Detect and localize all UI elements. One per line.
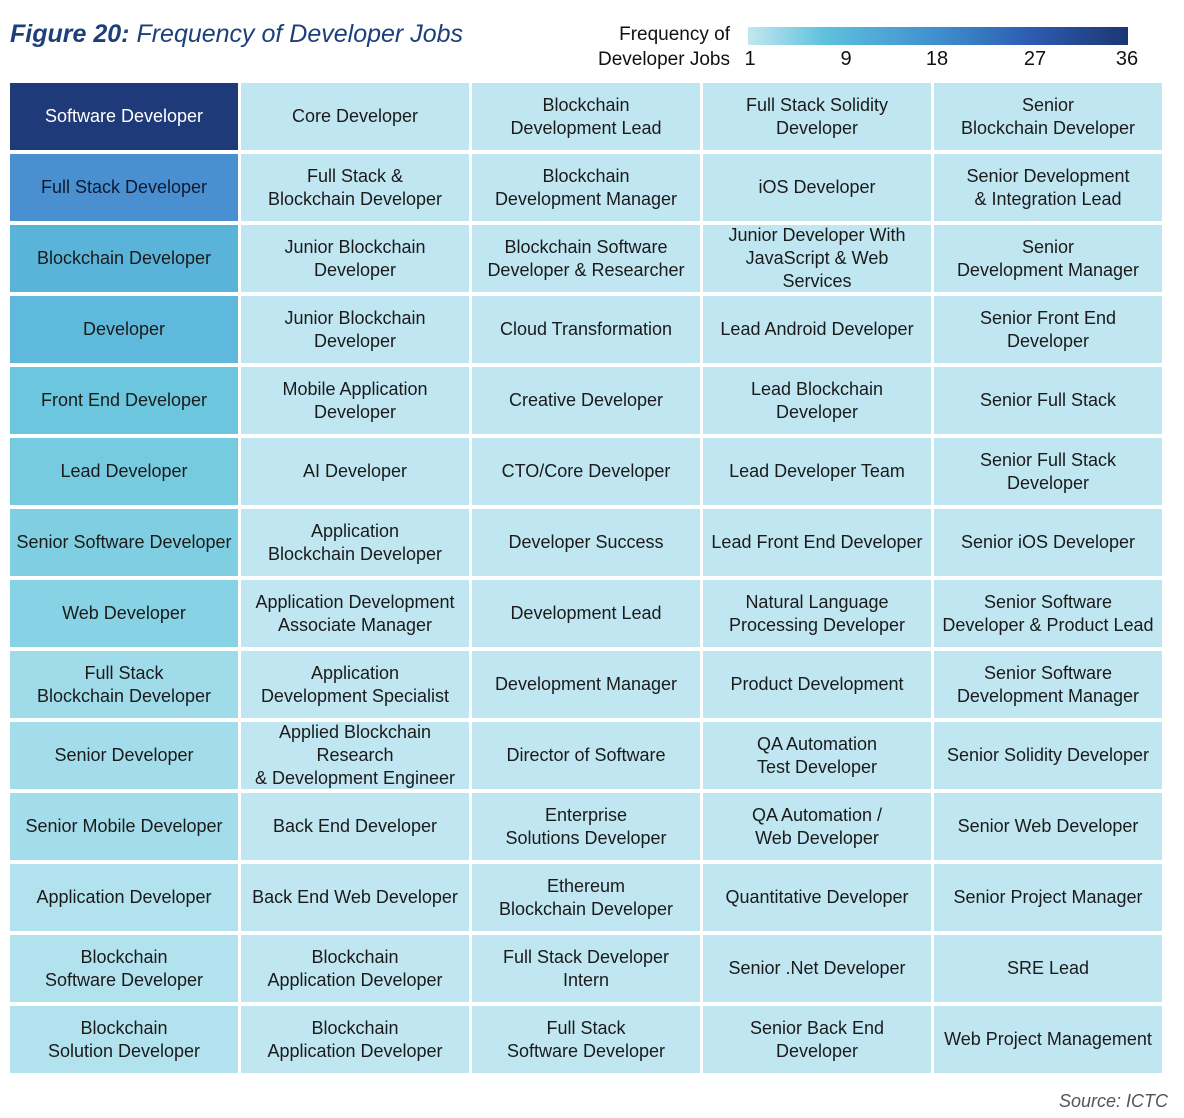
heatmap-cell: Blockchain Software Developer & Research… xyxy=(472,225,700,292)
heatmap-cell: Application Development Associate Manage… xyxy=(241,580,469,647)
heatmap-cell: Mobile Application Developer xyxy=(241,367,469,434)
heatmap-cell: Senior Software Development Manager xyxy=(934,651,1162,718)
heatmap-cell: SRE Lead xyxy=(934,935,1162,1002)
legend-title: Frequency of Developer Jobs xyxy=(597,24,730,70)
heatmap-cell: Senior Full Stack Developer xyxy=(934,438,1162,505)
heatmap-cell: Lead Developer Team xyxy=(703,438,931,505)
heatmap-cell: Front End Developer xyxy=(10,367,238,434)
job-title-heatmap: Software Developer Full Stack Developer Bl… xyxy=(10,83,1170,1078)
heatmap-cell: Blockchain Development Manager xyxy=(472,154,700,221)
heatmap-cell: Senior Mobile Developer xyxy=(10,793,238,860)
heatmap-cell: CTO/Core Developer xyxy=(472,438,700,505)
heatmap-cell: Developer Success xyxy=(472,509,700,576)
heatmap-cell: Lead Developer xyxy=(10,438,238,505)
heatmap-cell: Core Developer xyxy=(241,83,469,150)
heatmap-cell: iOS Developer xyxy=(703,154,931,221)
figure-title-text: Frequency of Developer Jobs xyxy=(136,20,463,48)
figure-label: Figure 20: xyxy=(10,20,130,48)
heatmap-cell: QA Automation / Web Developer xyxy=(703,793,931,860)
heatmap-cell: Web Developer xyxy=(10,580,238,647)
heatmap-cell: Back End Web Developer xyxy=(241,864,469,931)
heatmap-cell: Quantitative Developer xyxy=(703,864,931,931)
source-note: Source: ICTC xyxy=(1058,1091,1168,1111)
heatmap-cell: Blockchain Application Developer xyxy=(241,1006,469,1073)
heatmap-cell: Full Stack Blockchain Developer xyxy=(10,651,238,718)
heatmap-cell: Senior Software Developer xyxy=(10,509,238,576)
heatmap-cell: Lead Android Developer xyxy=(703,296,931,363)
heatmap-cell: Senior Blockchain Developer xyxy=(934,83,1162,150)
heatmap-cell: Blockchain Developer xyxy=(10,225,238,292)
legend-tick-27: 27 xyxy=(1023,48,1047,70)
heatmap-cell: Senior Software Developer & Product Lead xyxy=(934,580,1162,647)
heatmap-cell: Senior Back End Developer xyxy=(703,1006,931,1073)
heatmap-cell: Full Stack Solidity Developer xyxy=(703,83,931,150)
heatmap-cell: Product Development xyxy=(703,651,931,718)
heatmap-cell: Application Blockchain Developer xyxy=(241,509,469,576)
heatmap-cell: Senior Front End Developer xyxy=(934,296,1162,363)
heatmap-cell: Junior Developer With JavaScript & Web S… xyxy=(703,225,931,292)
heatmap-cell: Junior Blockchain Developer xyxy=(241,225,469,292)
legend-tick-1: 1 xyxy=(744,48,756,70)
heatmap-cell: Cloud Transformation xyxy=(472,296,700,363)
heatmap-cell: Senior Solidity Developer xyxy=(934,722,1162,789)
heatmap-cell: QA Automation Test Developer xyxy=(703,722,931,789)
heatmap-cell: Lead Front End Developer xyxy=(703,509,931,576)
heatmap-cell: AI Developer xyxy=(241,438,469,505)
heatmap-cell: Blockchain Application Developer xyxy=(241,935,469,1002)
heatmap-cell: Blockchain Solution Developer xyxy=(10,1006,238,1073)
heatmap-cell: Senior Development Manager xyxy=(934,225,1162,292)
heatmap-cell: Senior Web Developer xyxy=(934,793,1162,860)
heatmap-cell: Developer xyxy=(10,296,238,363)
heatmap-cell: Natural Language Processing Developer xyxy=(703,580,931,647)
heatmap-cell: Enterprise Solutions Developer xyxy=(472,793,700,860)
heatmap-cell: Director of Software xyxy=(472,722,700,789)
heatmap-cell: Software Developer xyxy=(10,83,238,150)
heatmap-cell: Application Developer xyxy=(10,864,238,931)
heatmap-cell: Senior Developer xyxy=(10,722,238,789)
heatmap-cell: Development Manager xyxy=(472,651,700,718)
heatmap-cell: Senior iOS Developer xyxy=(934,509,1162,576)
heatmap-cell: Full Stack Developer xyxy=(10,154,238,221)
heatmap-cell: Applied Blockchain Research & Developmen… xyxy=(241,722,469,789)
heatmap-cell: Application Development Specialist xyxy=(241,651,469,718)
heatmap-cell: Creative Developer xyxy=(472,367,700,434)
heatmap-cell: Full Stack Developer Intern xyxy=(472,935,700,1002)
heatmap-cell: Blockchain Software Developer xyxy=(10,935,238,1002)
legend-color-bar xyxy=(748,27,1128,45)
heatmap-cell: Senior Project Manager xyxy=(934,864,1162,931)
legend-tick-36: 36 xyxy=(1115,48,1139,70)
heatmap-cell: Back End Developer xyxy=(241,793,469,860)
heatmap-cell: Development Lead xyxy=(472,580,700,647)
heatmap-cell: Lead Blockchain Developer xyxy=(703,367,931,434)
heatmap-cell: Ethereum Blockchain Developer xyxy=(472,864,700,931)
heatmap-cell: Blockchain Development Lead xyxy=(472,83,700,150)
heatmap-cell: Senior Development & Integration Lead xyxy=(934,154,1162,221)
heatmap-cell: Full Stack & Blockchain Developer xyxy=(241,154,469,221)
heatmap-cell: Senior Full Stack xyxy=(934,367,1162,434)
heatmap-cell: Web Project Management xyxy=(934,1006,1162,1073)
heatmap-cell: Junior Blockchain Developer xyxy=(241,296,469,363)
legend-tick-18: 18 xyxy=(925,48,949,70)
heatmap-cell: Full Stack Software Developer xyxy=(472,1006,700,1073)
figure-title: Figure 20: Frequency of Developer Jobs xyxy=(10,20,463,49)
heatmap-cell: Senior .Net Developer xyxy=(703,935,931,1002)
legend-tick-9: 9 xyxy=(840,48,852,70)
